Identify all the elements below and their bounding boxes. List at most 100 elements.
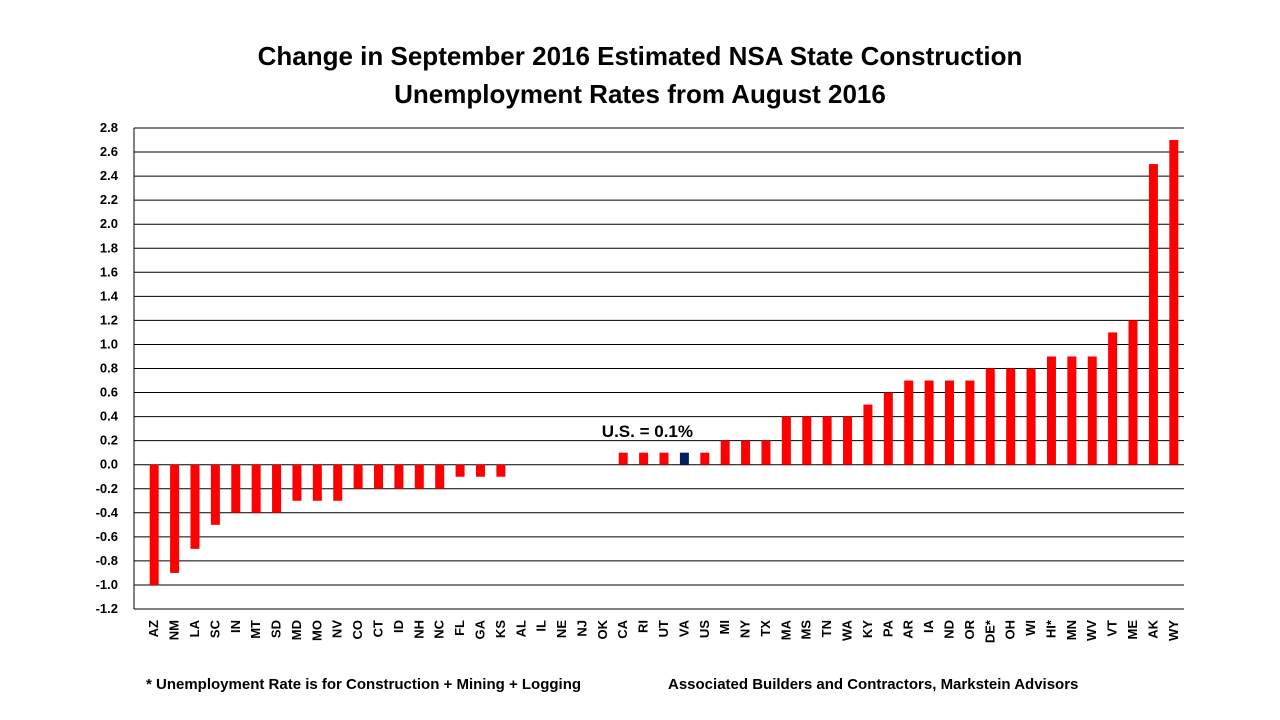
x-tick-label: WI: [1023, 620, 1038, 636]
x-tick-label: MI: [717, 620, 732, 634]
x-tick-label: AL: [513, 620, 528, 637]
bar-nm: [170, 464, 180, 573]
x-tick-label: MD: [289, 620, 304, 640]
y-tick-label: -0.2: [96, 481, 118, 496]
y-tick-label: -0.6: [96, 529, 118, 544]
bar-ks: [496, 464, 506, 477]
y-tick-label: 1.4: [100, 288, 119, 303]
x-tick-label: RI: [636, 620, 651, 633]
bar-wa: [843, 416, 853, 465]
bar-ut: [659, 452, 669, 465]
y-tick-label: -1.0: [96, 577, 118, 592]
x-tick-label: MA: [778, 619, 793, 640]
x-tick-label: NJ: [574, 620, 589, 637]
bar-hi: [1046, 356, 1056, 465]
bar-ky: [863, 404, 873, 465]
y-tick-label: 2.6: [100, 144, 118, 159]
bar-in: [231, 464, 241, 513]
bar-me: [1128, 320, 1138, 465]
bar-tx: [761, 440, 771, 465]
x-tick-label: WV: [1084, 620, 1099, 641]
x-axis-ticks: AZ NM LA SC IN MT SD MD MO NV CO CT ID NH NC FL GA KS AL IL…: [146, 619, 1181, 643]
x-tick-label: CO: [350, 620, 365, 640]
us-annotation: U.S. = 0.1%: [602, 422, 693, 441]
x-tick-label: NV: [330, 620, 345, 638]
x-tick-label: FL: [452, 620, 467, 636]
bar-la: [190, 464, 200, 549]
bar-mn: [1067, 356, 1077, 465]
x-tick-label: NC: [432, 619, 447, 638]
y-tick-label: -0.4: [96, 505, 119, 520]
y-tick-label: 2.4: [100, 168, 119, 183]
bar-ar: [904, 380, 914, 465]
x-tick-label: ND: [941, 620, 956, 639]
y-tick-label: 0.6: [100, 385, 118, 400]
x-tick-label: DE*: [982, 619, 997, 643]
bar-ga: [475, 464, 485, 477]
x-tick-label: IN: [228, 620, 243, 633]
bar-va: [679, 452, 689, 465]
bar-sc: [210, 464, 220, 525]
bar-wy: [1169, 140, 1179, 465]
x-tick-label: OR: [962, 619, 977, 639]
x-tick-label: UT: [656, 620, 671, 637]
x-tick-label: NM: [167, 620, 182, 640]
x-tick-label: HI*: [1043, 619, 1058, 638]
x-tick-label: SC: [207, 619, 222, 638]
x-tick-label: IL: [534, 620, 549, 632]
y-tick-label: 1.8: [100, 240, 118, 255]
bar-ia: [924, 380, 934, 465]
x-tick-label: WY: [1166, 620, 1181, 641]
y-tick-label: 0.4: [100, 409, 119, 424]
gridlines: [133, 127, 1184, 610]
x-tick-label: AZ: [146, 620, 161, 637]
y-tick-label: 1.6: [100, 264, 118, 279]
x-tick-label: US: [697, 620, 712, 638]
x-tick-label: ME: [1125, 620, 1140, 640]
x-tick-label: CA: [615, 619, 630, 638]
y-tick-label: -1.2: [96, 601, 118, 616]
y-tick-label: 0.8: [100, 361, 118, 376]
bar-mt: [251, 464, 261, 513]
y-tick-label: 2.0: [100, 216, 118, 231]
chart-title-line-1: Change in September 2016 Estimated NSA S…: [257, 41, 1023, 71]
bar-fl: [455, 464, 465, 477]
bar-ny: [741, 440, 751, 465]
x-tick-label: SD: [269, 620, 284, 638]
bar-nd: [944, 380, 954, 465]
x-tick-label: MT: [248, 620, 263, 639]
x-tick-label: MS: [799, 620, 814, 640]
y-tick-label: 0.2: [100, 433, 118, 448]
bar-tn: [822, 416, 832, 465]
bar-wv: [1087, 356, 1097, 465]
bar-pa: [883, 392, 893, 465]
y-tick-label: 0.0: [100, 457, 118, 472]
x-tick-label: KS: [493, 620, 508, 638]
bar-nc: [435, 464, 445, 489]
bar-vt: [1108, 332, 1118, 465]
annotations: U.S. = 0.1%: [602, 422, 693, 441]
bar-ms: [802, 416, 812, 465]
x-tick-label: LA: [187, 619, 202, 637]
y-tick-label: 2.8: [100, 120, 118, 135]
bar-md: [292, 464, 302, 501]
bar-ma: [781, 416, 791, 465]
x-tick-label: PA: [880, 619, 895, 637]
footnote-left: * Unemployment Rate is for Construction …: [146, 676, 582, 693]
x-tick-label: IA: [921, 619, 936, 633]
x-tick-label: KY: [860, 620, 875, 638]
bar-ca: [618, 452, 628, 465]
bar-oh: [1006, 368, 1016, 465]
bar-mi: [720, 440, 730, 465]
bar-az: [149, 464, 159, 585]
x-tick-label: OK: [595, 619, 610, 639]
bar-ak: [1148, 164, 1158, 465]
bar-mo: [312, 464, 322, 501]
bar-nv: [333, 464, 343, 501]
chart-title-line-2: Unemployment Rates from August 2016: [394, 79, 886, 109]
bar-de: [985, 368, 995, 465]
bar-nh: [414, 464, 424, 489]
x-tick-label: VT: [1105, 620, 1120, 637]
x-tick-label: MN: [1064, 620, 1079, 640]
footnote-source: Associated Builders and Contractors, Mar…: [668, 676, 1079, 693]
